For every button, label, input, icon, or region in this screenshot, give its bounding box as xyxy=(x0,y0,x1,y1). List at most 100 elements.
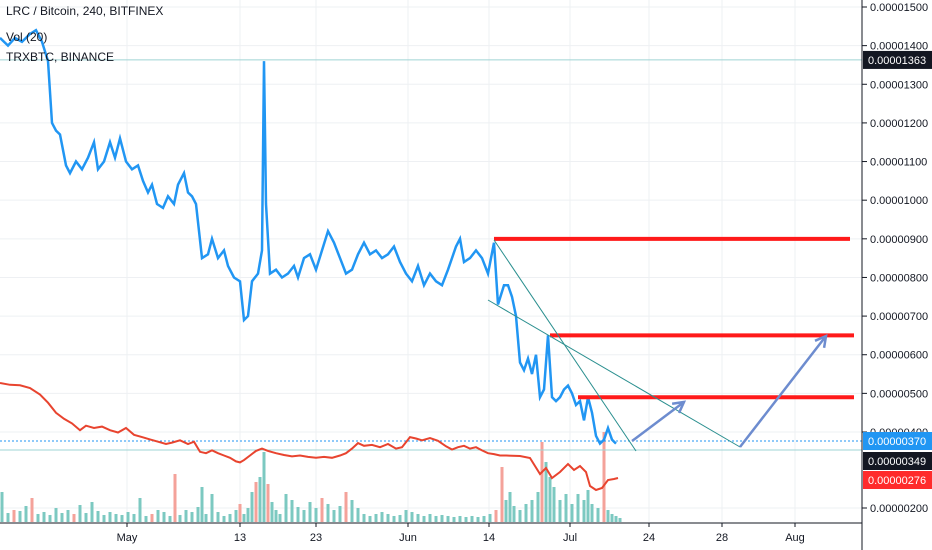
volume-bar xyxy=(494,510,498,522)
volume-bar xyxy=(596,508,600,522)
volume-bar xyxy=(512,506,516,522)
volume-bar xyxy=(314,508,318,522)
volume-bar xyxy=(60,513,64,522)
volume-bar xyxy=(464,517,468,522)
volume-bar xyxy=(290,500,294,522)
price-badge-text: 0.00000370 xyxy=(868,436,926,448)
volume-bar xyxy=(410,512,414,522)
volume-bar xyxy=(78,505,82,522)
price-badge-text: 0.00000276 xyxy=(868,475,926,487)
volume-bar xyxy=(173,474,177,522)
x-tick-label: 28 xyxy=(716,532,728,544)
trendline[interactable] xyxy=(493,239,637,452)
volume-bar xyxy=(440,515,444,522)
lrc-btc-series-line xyxy=(0,28,617,446)
volume-bar xyxy=(168,516,172,522)
volume-indicator-label[interactable]: Vol (20) xyxy=(6,30,48,44)
volume-bar xyxy=(428,514,432,522)
y-tick-label: 0.00000200 xyxy=(870,503,928,515)
price-badge-text: 0.00000349 xyxy=(868,456,926,468)
volume-bar xyxy=(582,500,586,522)
volume-bar xyxy=(0,492,4,522)
volume-bar xyxy=(488,514,492,522)
volume-bar xyxy=(162,512,166,522)
price-badge: 0.00001363 xyxy=(863,50,932,69)
crosshair-lines xyxy=(0,59,862,451)
price-badge: 0.00000349 xyxy=(863,452,932,470)
volume-bar xyxy=(380,512,384,522)
volume-bar xyxy=(508,492,512,522)
volume-bar xyxy=(126,512,130,522)
x-tick-label: 24 xyxy=(643,532,655,544)
volume-bar xyxy=(618,518,622,522)
volume-bar xyxy=(234,510,238,522)
x-tick-label: 14 xyxy=(483,532,495,544)
volume-bar xyxy=(362,514,366,522)
volume-bar xyxy=(270,502,274,522)
volume-bar xyxy=(250,492,254,522)
x-tick-label: 23 xyxy=(310,532,322,544)
y-tick-label: 0.00000600 xyxy=(870,350,928,362)
volume-bar xyxy=(156,510,160,522)
y-tick-label: 0.00001300 xyxy=(870,79,928,91)
compare-symbol-label[interactable]: TRXBTC, BINANCE xyxy=(6,50,115,64)
volume-bar xyxy=(150,514,154,522)
volume-bar xyxy=(6,513,10,522)
volume-bar xyxy=(36,514,40,522)
volume-bar xyxy=(476,517,480,522)
x-tick-label: Aug xyxy=(785,532,805,544)
volume-bar xyxy=(48,515,52,522)
symbol-title[interactable]: LRC / Bitcoin, 240, BITFINEX xyxy=(6,4,164,18)
volume-bars xyxy=(0,432,622,522)
y-tick-label: 0.00001400 xyxy=(870,41,928,53)
y-tick-label: 0.00001000 xyxy=(870,195,928,207)
volume-bar xyxy=(120,515,124,522)
time-axis[interactable]: May 13 23 Jun 14 Jul 24 28 Aug xyxy=(0,522,862,544)
volume-bar xyxy=(586,490,590,522)
volume-bar xyxy=(90,502,94,522)
volume-bar xyxy=(500,467,504,522)
volume-bar xyxy=(548,477,552,522)
volume-bar xyxy=(238,504,242,522)
volume-bar xyxy=(564,494,568,522)
volume-bar xyxy=(266,484,270,522)
projection-arrow[interactable] xyxy=(631,401,685,442)
y-tick-label: 0.00001200 xyxy=(870,118,928,130)
x-tick-label: May xyxy=(117,532,138,544)
price-axis[interactable]: 0.00001500 0.00001400 0.00001300 0.00001200… xyxy=(861,0,932,550)
volume-bar xyxy=(190,512,194,522)
volume-bar xyxy=(524,504,528,522)
x-tick-label: Jul xyxy=(563,532,577,544)
y-tick-label: 0.00000500 xyxy=(870,388,928,400)
volume-bar xyxy=(344,492,348,522)
volume-bar xyxy=(606,510,610,522)
price-badge: 0.00000276 xyxy=(863,471,932,489)
volume-bar xyxy=(258,477,262,522)
volume-bar xyxy=(504,500,508,522)
volume-bar xyxy=(452,517,456,522)
volume-bar xyxy=(416,514,420,522)
trendline[interactable] xyxy=(487,299,741,448)
volume-bar xyxy=(184,510,188,522)
volume-bar xyxy=(66,510,70,522)
volume-bar xyxy=(540,442,544,522)
y-tick-label: 0.00000900 xyxy=(870,234,928,246)
volume-bar xyxy=(72,514,76,522)
volume-bar xyxy=(200,487,204,522)
volume-bar xyxy=(42,512,46,522)
volume-bar xyxy=(482,516,486,522)
volume-bar xyxy=(102,515,106,522)
y-tick-label: 0.00000800 xyxy=(870,272,928,284)
volume-bar xyxy=(614,516,618,522)
arrow-head xyxy=(671,400,687,414)
volume-bar xyxy=(576,494,580,522)
volume-bar xyxy=(610,514,614,522)
volume-bar xyxy=(204,514,208,522)
drawing-tools[interactable] xyxy=(487,236,854,452)
y-tick-label: 0.00001100 xyxy=(870,157,927,169)
volume-bar xyxy=(274,510,278,522)
volume-bar xyxy=(404,510,408,522)
volume-bar xyxy=(356,508,360,522)
projection-arrow[interactable] xyxy=(739,335,827,448)
